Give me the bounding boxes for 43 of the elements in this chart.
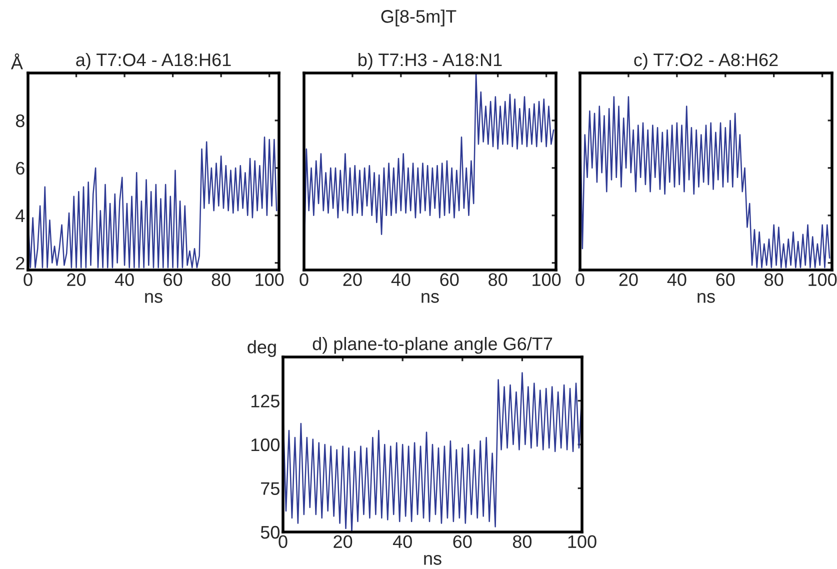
x-axis-title: ns [698,292,715,303]
x-tick-label: 80 [764,273,784,286]
y-tick-label: 75 [261,482,280,495]
chart-title: c) T7:O2 - A8:H62 [634,52,778,70]
y-tick-label: 100 [251,438,280,452]
text: G[8-5m]T [381,10,456,26]
x-tick-label: 80 [488,273,508,286]
chart-title: d) plane-to-plane angle G6/T7 [312,336,552,354]
x-tick-label: 20 [334,535,352,548]
x-tick-label: 20 [619,273,638,286]
x-tick-label: 0 [278,535,288,548]
x-tick-label: 100 [532,273,561,286]
x-tick-label: 0 [24,273,32,286]
x-tick-label: 60 [453,535,472,548]
x-tick-label: 60 [440,273,459,286]
y-tick-label: 8 [16,114,24,128]
x-axis-title: ns [145,292,162,303]
x-tick-label: 20 [67,273,86,286]
x-tick-label: 60 [716,273,735,286]
y-axis-title: Å [10,53,23,70]
x-tick-label: 100 [568,535,596,548]
x-tick-label: 40 [667,273,686,286]
y-axis-title: deg [248,340,276,357]
x-tick-label: 40 [114,273,134,286]
y-tick-label: 4 [16,210,25,222]
x-tick-label: 40 [391,273,410,286]
x-tick-label: 60 [164,273,182,286]
x-tick-label: 80 [212,273,230,286]
y-tick-label: 6 [16,162,24,175]
y-tick-label: 125 [251,394,280,408]
x-tick-label: 40 [392,535,412,548]
x-tick-label: 80 [512,535,532,548]
x-tick-label: 0 [300,273,308,286]
x-tick-label: 20 [343,273,362,286]
y-tick-label: 50 [260,526,280,539]
y-tick-label: 2 [16,256,24,270]
chart-title: b) T7:H3 - A18:N1 [358,52,502,70]
x-tick-label: 100 [808,273,837,286]
x-tick-label: 0 [576,273,584,286]
line-series [28,136,278,268]
chart-title: a) T7:O4 - A18:H61 [76,52,231,70]
x-axis-title: ns [422,292,439,303]
x-axis-title: ns [424,554,442,565]
